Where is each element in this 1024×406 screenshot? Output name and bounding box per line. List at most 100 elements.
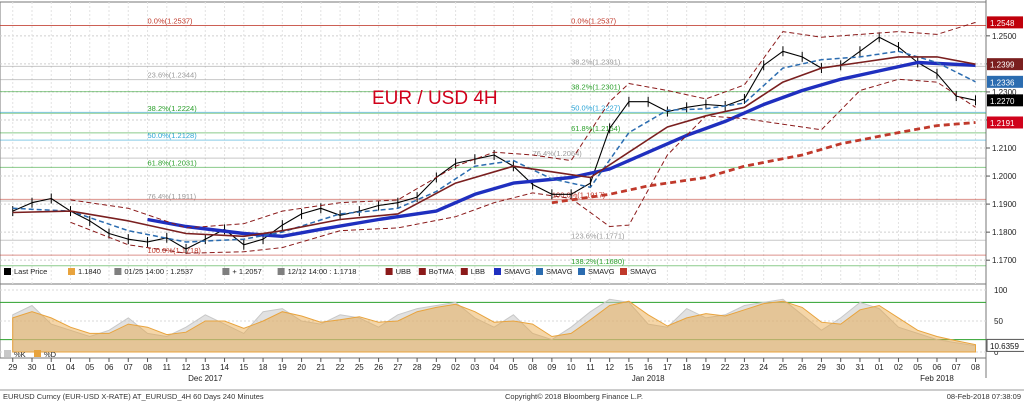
x-tick-label: 29: [817, 363, 826, 372]
x-tick-label: 19: [278, 363, 287, 372]
x-tick-label: 19: [701, 363, 710, 372]
legend-label: Last Price: [14, 267, 47, 276]
x-tick-label: 12: [605, 363, 614, 372]
fib-level-label: 50.0%(1.2227): [571, 103, 621, 112]
x-tick-label: 08: [528, 363, 537, 372]
price-tag-label: 1.2270: [990, 97, 1015, 106]
series-line-smavg-6: [551, 121, 976, 205]
series-line-smavg-1: [147, 60, 976, 238]
series-line-botma-3: [12, 56, 976, 238]
x-tick-label: 27: [393, 363, 402, 372]
legend-swatch: [4, 268, 11, 275]
fib-level-label: 61.8%(1.2031): [148, 158, 198, 167]
y-tick-label: 1.2100: [992, 144, 1017, 153]
x-tick-label: 06: [105, 363, 114, 372]
fib-level-label: 76.4%(1.1911): [148, 192, 197, 201]
y-tick-label: 1.1800: [992, 228, 1017, 237]
legend-label: SMAVG: [504, 267, 531, 276]
x-tick-label: 11: [163, 363, 172, 372]
fib-level-label: 123.6%(1.1771): [571, 231, 625, 240]
price-tag-label: 1.2191: [990, 119, 1015, 128]
legend-swatch: [620, 268, 627, 275]
x-tick-label: 11: [586, 363, 595, 372]
fib-level-label: 38.2%(1.2301): [571, 83, 621, 92]
x-tick-label: 02: [451, 363, 460, 372]
legend-label: BoTMA: [429, 267, 454, 276]
fib-level-label: 138.2%(1.1680): [571, 257, 625, 266]
legend-swatch: [494, 268, 501, 275]
fib-level-label: 38.2%(1.2391): [571, 57, 621, 66]
price-tag-label: 1.2399: [990, 61, 1015, 70]
legend-label: 12/12 14:00 : 1.1718: [288, 267, 357, 276]
osc-last-value: 10.6359: [990, 342, 1019, 351]
x-tick-label: 09: [547, 363, 556, 372]
footer-timestamp: 08-Feb-2018 07:38:09: [947, 392, 1021, 401]
legend-swatch: [222, 268, 230, 275]
legend-swatch: [460, 268, 468, 275]
x-month-label: Dec 2017: [188, 374, 223, 383]
osc-tick-label: 0: [994, 348, 999, 357]
fib-level-label: 0.0%(1.2537): [571, 16, 617, 25]
legend-swatch: [385, 268, 393, 275]
series-line-smavg-2: [12, 50, 976, 243]
y-tick-label: 1.1700: [992, 256, 1017, 265]
fib-level-label: 76.4%(1.2064): [533, 149, 583, 158]
x-tick-label: 13: [201, 363, 210, 372]
x-tick-label: 25: [778, 363, 787, 372]
x-tick-label: 17: [663, 363, 672, 372]
osc-area-pctd: [12, 300, 976, 353]
x-tick-label: 14: [220, 363, 229, 372]
x-month-label: Feb 2018: [920, 374, 954, 383]
x-tick-label: 29: [8, 363, 17, 372]
x-tick-label: 30: [28, 363, 37, 372]
price-tag-label: 1.2548: [990, 19, 1015, 28]
price-tag: [987, 94, 1023, 107]
x-tick-label: 03: [470, 363, 479, 372]
legend-swatch: [114, 268, 122, 275]
osc-tick-label: 100: [994, 286, 1008, 295]
legend-label: 1.1840: [78, 267, 101, 276]
legend-label: + 1.2057: [232, 267, 261, 276]
x-tick-label: 12: [182, 363, 191, 372]
osc-last-value-box: [986, 338, 1024, 352]
x-tick-label: 07: [952, 363, 961, 372]
x-tick-label: 05: [913, 363, 922, 372]
x-tick-label: 01: [875, 363, 884, 372]
x-tick-label: 26: [374, 363, 383, 372]
x-tick-label: 29: [432, 363, 441, 372]
x-tick-label: 24: [759, 363, 768, 372]
x-tick-label: 08: [143, 363, 152, 372]
legend-swatch: [277, 268, 285, 275]
x-tick-label: 05: [509, 363, 518, 372]
legend-label: SMAVG: [588, 267, 615, 276]
legend-label: SMAVG: [630, 267, 657, 276]
fib-level-label: 38.2%(1.2224): [148, 104, 198, 113]
x-tick-label: 07: [124, 363, 133, 372]
price-tag: [987, 16, 1023, 29]
x-tick-label: 18: [259, 363, 268, 372]
fib-level-label: 0.0%(1.2537): [148, 16, 194, 25]
price-tag-label: 1.2336: [990, 78, 1015, 87]
y-tick-label: 1.2500: [992, 32, 1017, 41]
y-tick-label: 1.2000: [992, 172, 1017, 181]
osc-legend-label: %K: [14, 350, 26, 359]
x-tick-label: 06: [933, 363, 942, 372]
legend-label: SMAVG: [546, 267, 573, 276]
footer-security: EURUSD Curncy (EUR-USD X-RATE) AT_EURUSD…: [3, 392, 264, 401]
footer-copyright: Copyright© 2018 Bloomberg Finance L.P.: [505, 392, 643, 401]
y-tick-label: 1.1900: [992, 200, 1017, 209]
legend-label: LBB: [471, 267, 485, 276]
x-tick-label: 21: [316, 363, 325, 372]
x-month-label: Jan 2018: [632, 374, 665, 383]
osc-legend-swatch: [34, 350, 41, 357]
x-tick-label: 31: [856, 363, 865, 372]
x-tick-label: 08: [971, 363, 980, 372]
fib-level-label: 61.8%(1.2154): [571, 124, 621, 133]
x-tick-label: 18: [682, 363, 691, 372]
x-tick-label: 16: [644, 363, 653, 372]
chart-title: EUR / USD 4H: [372, 88, 498, 109]
x-tick-label: 15: [624, 363, 633, 372]
legend-swatch: [536, 268, 543, 275]
